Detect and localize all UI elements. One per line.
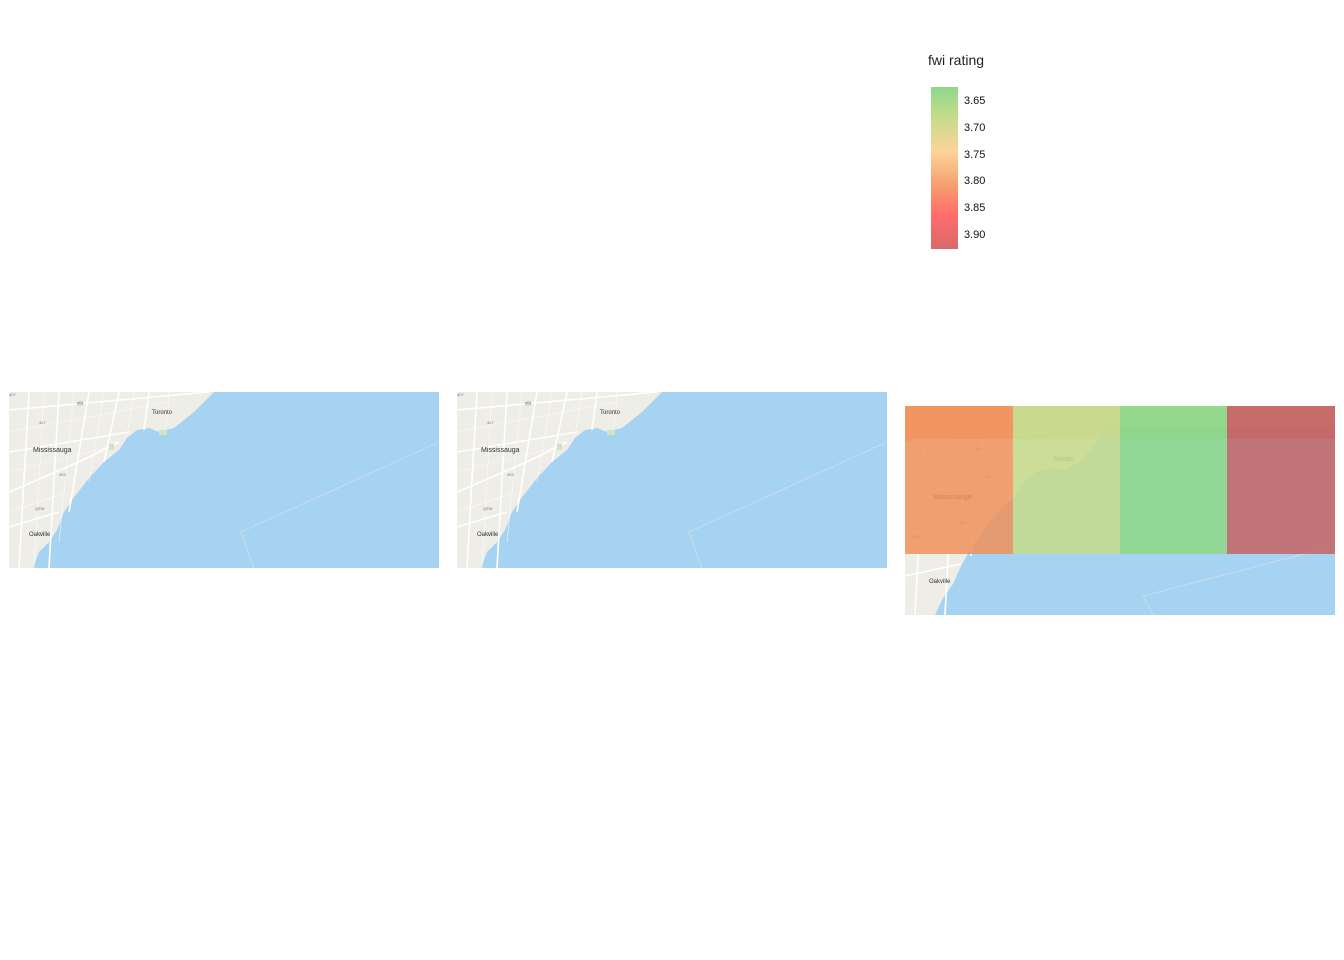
border-line xyxy=(688,441,887,568)
basemap-1: Mississauga Toronto Oakville 401 427 403… xyxy=(9,392,439,568)
highway-label: QEW xyxy=(483,506,493,511)
place-label: Mississauga xyxy=(33,447,72,454)
place-label: Toronto xyxy=(600,410,621,416)
highway-label: 403 xyxy=(507,472,514,477)
legend-tick: 3.85 xyxy=(964,202,986,214)
fwi-cell xyxy=(1013,439,1120,554)
fwi-cell xyxy=(905,406,1013,439)
place-label: Oakville xyxy=(29,532,51,538)
basemap-2: Mississauga Toronto Oakville 401 427 403… xyxy=(457,392,887,568)
basemap-3: Mississauga Toronto Oakville 401 427 403… xyxy=(905,406,1335,615)
fwi-cell xyxy=(1227,406,1335,439)
minor-roads xyxy=(9,392,170,568)
lake-ontario xyxy=(33,392,439,568)
fwi-cell xyxy=(1120,406,1227,439)
parks xyxy=(487,402,615,536)
place-label: Oakville xyxy=(929,579,951,585)
fwi-cell xyxy=(1227,439,1335,554)
map-panel-2: Mississauga Toronto Oakville 401 427 403… xyxy=(457,392,887,568)
border-line xyxy=(1142,545,1335,615)
highway-label: 401 xyxy=(525,400,532,405)
highway-label: 427 xyxy=(39,420,46,425)
highway-label: 407 xyxy=(9,392,16,397)
fwi-cell xyxy=(1013,406,1120,439)
road-network xyxy=(457,392,658,568)
fwi-heatmap-overlay xyxy=(905,406,1335,554)
lake-ontario xyxy=(481,392,887,568)
place-label: Mississauga xyxy=(481,447,520,454)
legend-tick: 3.90 xyxy=(964,229,986,241)
highway-label: 407 xyxy=(457,392,464,397)
road-network xyxy=(9,392,210,568)
parks xyxy=(39,402,167,536)
legend-tick: 3.80 xyxy=(964,175,986,187)
legend-tick: 3.65 xyxy=(964,95,986,107)
border-line xyxy=(240,441,439,568)
place-label: Toronto xyxy=(152,410,173,416)
legend-colorbar xyxy=(931,87,958,249)
legend-tick: 3.75 xyxy=(964,149,986,161)
highway-label: 401 xyxy=(77,400,84,405)
highway-label: 427 xyxy=(487,420,494,425)
minor-roads xyxy=(457,392,618,568)
map-panel-3: Mississauga Toronto Oakville 401 427 403… xyxy=(905,406,1335,615)
map-panel-1: Mississauga Toronto Oakville 401 427 403… xyxy=(9,392,439,568)
highway-label: QEW xyxy=(35,506,45,511)
place-label: Oakville xyxy=(477,532,499,538)
legend-tick: 3.70 xyxy=(964,122,986,134)
fwi-legend: fwi rating 3.65 3.70 3.75 3.80 3.85 3.90 xyxy=(920,50,1010,260)
legend-title: fwi rating xyxy=(928,52,985,68)
fwi-cell xyxy=(905,439,1013,554)
fwi-cell xyxy=(1120,439,1227,554)
highway-label: 403 xyxy=(59,472,66,477)
